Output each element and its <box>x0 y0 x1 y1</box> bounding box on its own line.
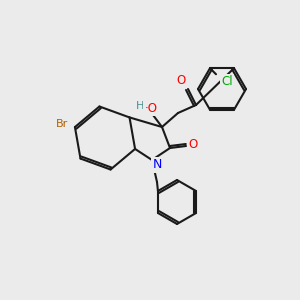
Text: Cl: Cl <box>221 75 233 88</box>
Text: ·O: ·O <box>145 101 158 115</box>
Text: O: O <box>176 74 186 88</box>
Text: O: O <box>188 137 198 151</box>
Text: Br: Br <box>56 119 68 129</box>
Text: N: N <box>152 158 162 172</box>
Text: H: H <box>136 101 144 111</box>
